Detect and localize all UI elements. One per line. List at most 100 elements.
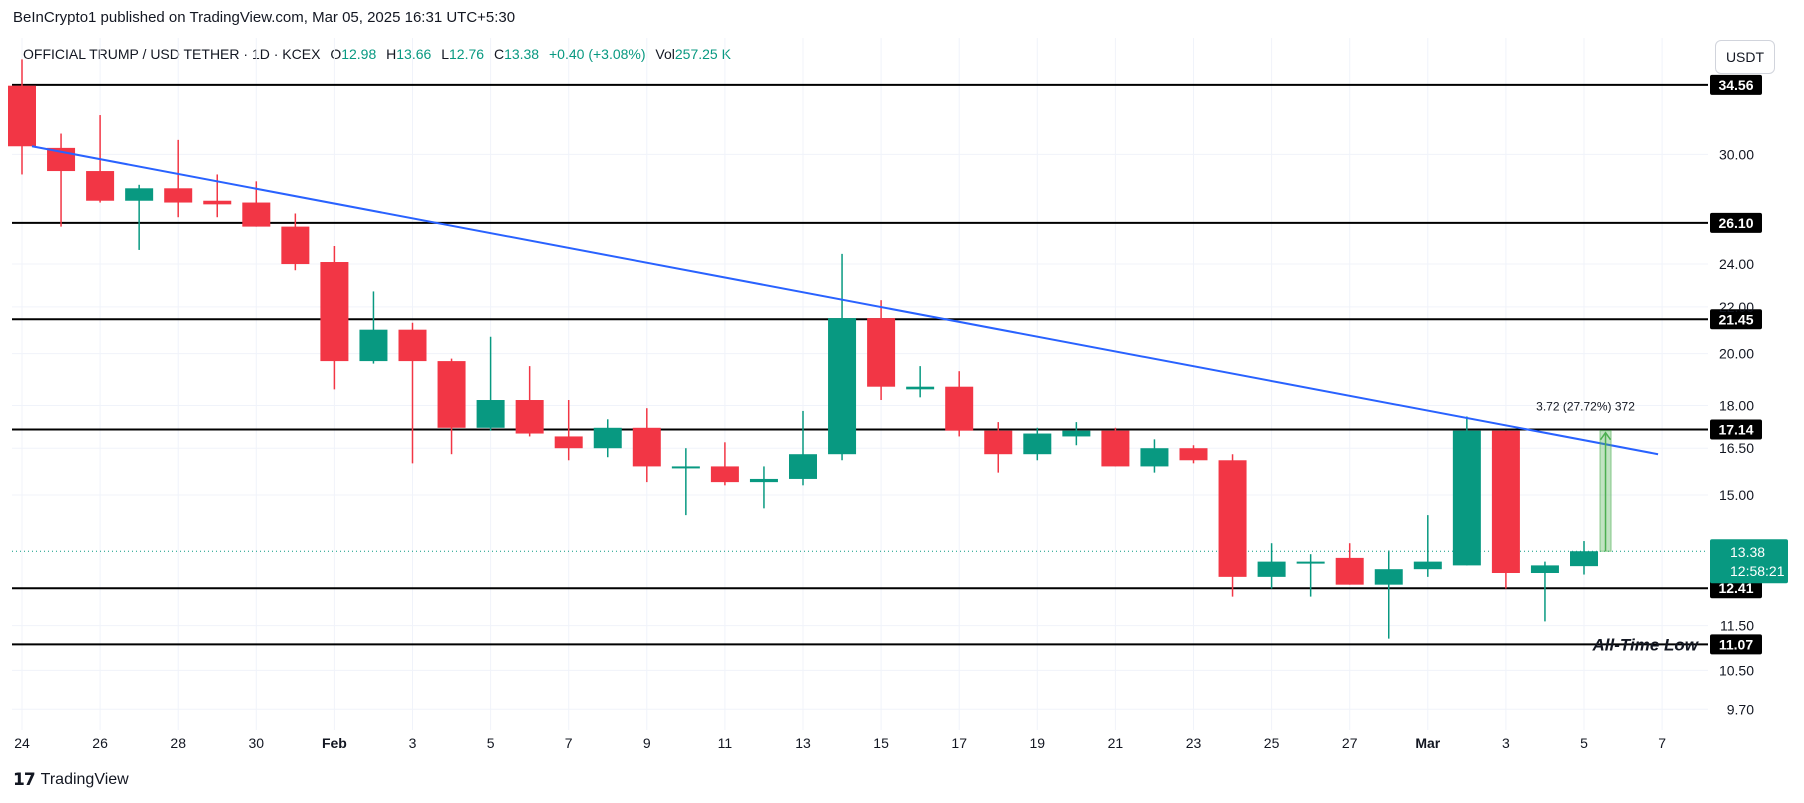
candle-body [1062, 430, 1091, 437]
x-tick-label: 7 [565, 735, 573, 751]
candle-body [476, 400, 505, 428]
candle-body [593, 427, 622, 449]
x-tick-label: 27 [1342, 735, 1358, 751]
y-tick-label: 15.00 [1719, 487, 1754, 503]
candle-body [1452, 430, 1481, 566]
candle-body [828, 318, 857, 455]
candle-body [437, 361, 466, 428]
x-tick-label: 15 [873, 735, 889, 751]
candle-body [1413, 561, 1442, 570]
x-tick-label: 3 [409, 735, 417, 751]
x-tick-label: 26 [92, 735, 108, 751]
candle-body [1218, 460, 1247, 577]
x-tick-label: 21 [1108, 735, 1124, 751]
open-value: 12.98 [341, 46, 377, 62]
x-tick-label: 5 [487, 735, 495, 751]
candle-body [1374, 569, 1403, 585]
y-tick-label: 20.00 [1719, 346, 1754, 362]
y-tick-label: 30.00 [1719, 146, 1754, 162]
candle-body [164, 188, 193, 203]
candle-body [125, 188, 154, 201]
candle-body [749, 478, 778, 483]
volume-value: 257.25 K [674, 46, 731, 62]
level-price-tag [1710, 634, 1762, 655]
x-tick-label: 19 [1030, 735, 1046, 751]
candle-body [1530, 565, 1559, 574]
candle-body [1296, 561, 1325, 564]
level-price-label: 17.14 [1718, 422, 1753, 438]
tradingview-brand[interactable]: 𝟭𝟳 TradingView [13, 770, 129, 790]
candle-body [906, 386, 935, 390]
candle-body [203, 200, 232, 205]
y-tick-label: 16.50 [1719, 440, 1754, 456]
level-price-label: 34.56 [1718, 77, 1753, 93]
candle-body [281, 226, 310, 265]
candle-body [867, 318, 896, 387]
x-tick-label: 7 [1658, 735, 1666, 751]
currency-button[interactable]: USDT [1715, 40, 1775, 74]
x-tick-label: Feb [322, 735, 347, 751]
high-label: H [386, 46, 397, 62]
low-value: 12.76 [449, 46, 485, 62]
candle-body [1257, 561, 1286, 577]
candle-body [984, 430, 1013, 455]
x-tick-label: 23 [1186, 735, 1202, 751]
level-price-label: 26.10 [1718, 215, 1753, 231]
y-tick-label: 9.70 [1727, 701, 1754, 717]
brand-label: TradingView [40, 771, 129, 788]
open-label: O [330, 46, 342, 62]
candle-body [242, 202, 271, 227]
candle-countdown: 12:58:21 [1730, 563, 1785, 579]
high-value: 13.66 [396, 46, 432, 62]
candle-body [1023, 433, 1052, 455]
close-value: 13.38 [504, 46, 540, 62]
x-tick-label: 13 [795, 735, 811, 751]
y-tick-label: 10.50 [1719, 662, 1754, 678]
all-time-low-annotation: All-Time Low [1592, 635, 1700, 654]
level-price-tag [1710, 309, 1762, 330]
descending-trendline [31, 145, 1659, 456]
candle-body [671, 466, 700, 469]
x-tick-label: 25 [1264, 735, 1280, 751]
volume-label: Vol [655, 46, 675, 62]
x-tick-label: 3 [1502, 735, 1510, 751]
candle-body [1101, 430, 1130, 467]
y-tick-label: 11.50 [1720, 618, 1754, 634]
level-price-tag [1710, 74, 1762, 95]
candle-body [632, 427, 661, 467]
y-tick-label: 22.00 [1719, 299, 1754, 315]
x-tick-label: 24 [14, 735, 30, 751]
candle-body [359, 329, 388, 362]
x-tick-label: 9 [643, 735, 651, 751]
last-price-label: 13.38 [1730, 544, 1765, 560]
x-tick-label: 11 [718, 735, 733, 751]
x-tick-label: 30 [249, 735, 265, 751]
tradingview-logo-icon: 𝟭𝟳 [13, 770, 36, 789]
candle-body [86, 171, 115, 201]
symbol-legend: OFFICIAL TRUMP / USD TETHER · 1D · KCEX … [23, 46, 731, 62]
price-chart[interactable]: 34.56 26.10 21.45 17.14 12.41 11.07 All-Time L… [0, 0, 1804, 760]
close-label: C [493, 46, 505, 62]
candle-body [710, 466, 739, 483]
candle-body [320, 262, 349, 362]
candle-body [1335, 557, 1364, 585]
x-tick-label: 5 [1580, 735, 1588, 751]
symbol-title[interactable]: OFFICIAL TRUMP / USD TETHER · 1D · KCEX [23, 46, 321, 62]
x-tick-label: 17 [951, 735, 967, 751]
candle-body [8, 85, 36, 147]
candle-body [1491, 430, 1520, 574]
candle-body [1570, 551, 1598, 567]
low-label: L [441, 46, 449, 62]
candle-body [945, 386, 974, 431]
x-tick-label: 28 [170, 735, 186, 751]
candle-body [515, 400, 544, 434]
level-price-label: 12.41 [1718, 580, 1753, 596]
level-price-tag [1710, 419, 1762, 440]
last-price-tag [1710, 539, 1788, 584]
x-tick-label: Mar [1415, 735, 1440, 751]
candle-body [1140, 448, 1169, 467]
measure-label: 3.72 (27.72%) 372 [1536, 400, 1635, 414]
change-value: +0.40 (+3.08%) [549, 46, 646, 62]
level-price-label: 21.45 [1718, 311, 1753, 327]
arrow-up-icon [1599, 431, 1612, 441]
